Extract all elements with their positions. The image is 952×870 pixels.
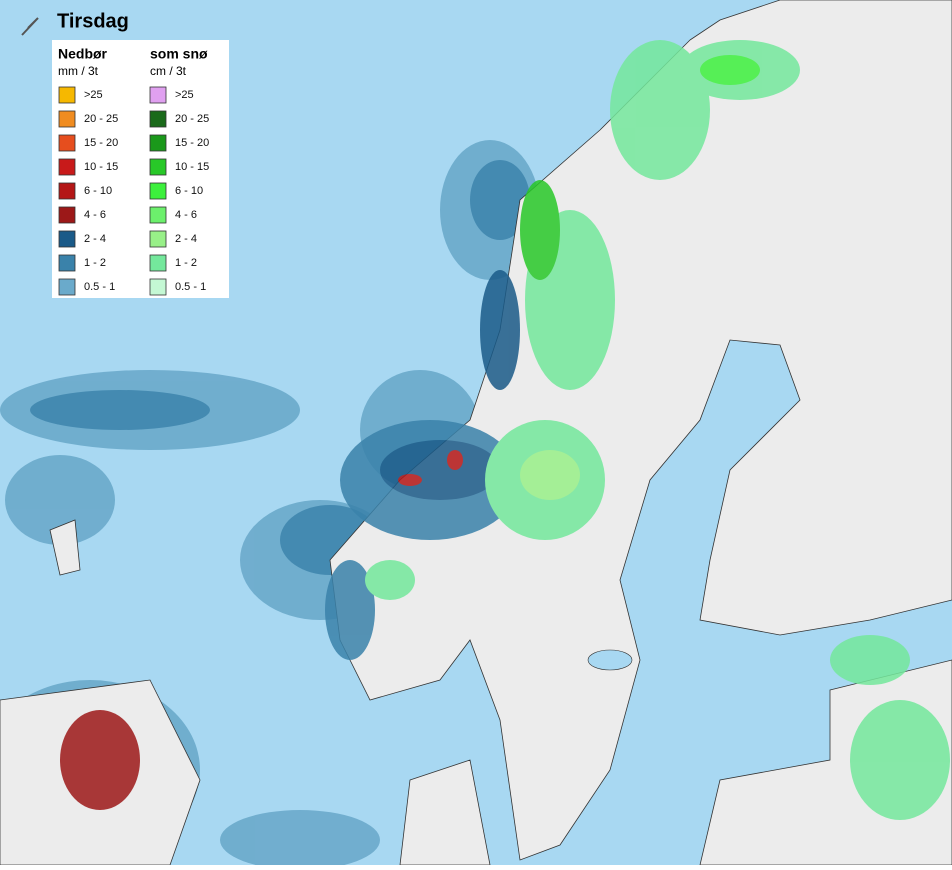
lake <box>587 649 633 671</box>
legend-label: 10 - 15 <box>84 161 118 173</box>
legend-label: 0.5 - 1 <box>84 281 115 293</box>
legend-label: 15 - 20 <box>175 137 209 149</box>
legend-swatch <box>149 182 167 200</box>
legend-swatch <box>149 254 167 272</box>
title-icon <box>21 17 39 36</box>
legend-unit: mm / 3t <box>58 64 99 78</box>
legend-label: 2 - 4 <box>175 233 197 245</box>
legend-swatch <box>58 206 76 224</box>
legend-unit: cm / 3t <box>150 64 187 78</box>
legend-swatch <box>149 86 167 104</box>
legend-label: 20 - 25 <box>84 113 118 125</box>
legend-swatch <box>149 278 167 296</box>
legend-label: 1 - 2 <box>175 257 197 269</box>
legend-swatch <box>149 206 167 224</box>
legend-swatch <box>149 110 167 128</box>
legend-swatch <box>58 158 76 176</box>
legend-swatch <box>58 86 76 104</box>
legend-box <box>52 40 229 298</box>
legend-label: 15 - 20 <box>84 137 118 149</box>
legend-swatch <box>58 182 76 200</box>
legend-swatch <box>149 134 167 152</box>
legend-label: >25 <box>175 89 194 101</box>
legend-label: 10 - 15 <box>175 161 209 173</box>
legend-swatch <box>58 230 76 248</box>
title: Tirsdag <box>57 10 129 32</box>
legend-label: 0.5 - 1 <box>175 281 206 293</box>
legend-label: 1 - 2 <box>84 257 106 269</box>
precip-land <box>60 40 950 820</box>
legend-swatch <box>58 278 76 296</box>
legend-label: 20 - 25 <box>175 113 209 125</box>
legend-label: 4 - 6 <box>84 209 106 221</box>
legend-label: >25 <box>84 89 103 101</box>
legend-label: 6 - 10 <box>175 185 203 197</box>
legend-swatch <box>58 110 76 128</box>
legend-label: 2 - 4 <box>84 233 106 245</box>
legend-swatch <box>149 230 167 248</box>
legend-label: 4 - 6 <box>175 209 197 221</box>
legend-swatch <box>58 134 76 152</box>
legend-heading: Nedbør <box>58 46 108 62</box>
legend-heading: som snø <box>150 46 208 62</box>
legend-swatch <box>58 254 76 272</box>
legend-swatch <box>149 158 167 176</box>
legend-label: 6 - 10 <box>84 185 112 197</box>
